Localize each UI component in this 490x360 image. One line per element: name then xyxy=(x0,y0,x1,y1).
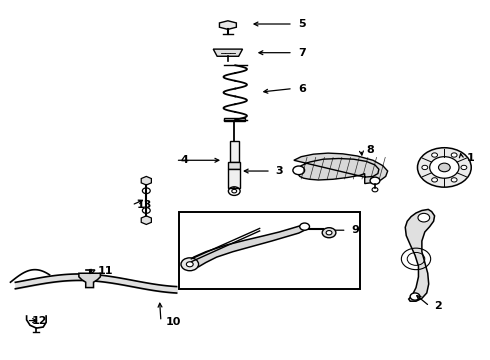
Circle shape xyxy=(186,262,193,267)
Text: 4: 4 xyxy=(180,155,188,165)
Text: 11: 11 xyxy=(98,266,113,276)
Circle shape xyxy=(451,153,457,157)
Bar xyxy=(223,118,245,121)
Polygon shape xyxy=(213,49,243,56)
Circle shape xyxy=(461,165,467,170)
Circle shape xyxy=(451,178,457,182)
Text: 12: 12 xyxy=(31,316,47,325)
Polygon shape xyxy=(294,153,388,184)
Circle shape xyxy=(410,293,420,300)
Bar xyxy=(230,140,239,162)
Text: 5: 5 xyxy=(298,19,305,29)
Circle shape xyxy=(181,258,198,271)
Bar xyxy=(228,162,240,168)
Circle shape xyxy=(322,228,336,238)
Polygon shape xyxy=(79,273,100,288)
Text: 10: 10 xyxy=(166,317,181,327)
Circle shape xyxy=(439,163,450,172)
Circle shape xyxy=(422,165,428,170)
Polygon shape xyxy=(141,216,151,225)
Bar xyxy=(179,212,360,289)
Circle shape xyxy=(418,213,430,222)
Circle shape xyxy=(432,178,438,182)
Circle shape xyxy=(326,230,332,235)
Polygon shape xyxy=(141,176,151,185)
Bar xyxy=(228,168,240,188)
Polygon shape xyxy=(405,210,435,301)
Circle shape xyxy=(430,157,459,178)
Text: 7: 7 xyxy=(298,48,306,58)
Text: 13: 13 xyxy=(137,200,152,210)
Circle shape xyxy=(293,166,305,175)
Circle shape xyxy=(432,153,438,157)
Circle shape xyxy=(417,148,471,187)
Text: 6: 6 xyxy=(298,84,306,94)
Polygon shape xyxy=(220,21,236,30)
Text: 8: 8 xyxy=(366,144,374,154)
Polygon shape xyxy=(182,225,309,269)
Circle shape xyxy=(370,177,380,184)
Circle shape xyxy=(300,223,310,230)
Text: 2: 2 xyxy=(435,301,442,311)
Text: 3: 3 xyxy=(276,166,283,176)
Text: 1: 1 xyxy=(466,153,474,163)
Text: 9: 9 xyxy=(351,225,359,235)
